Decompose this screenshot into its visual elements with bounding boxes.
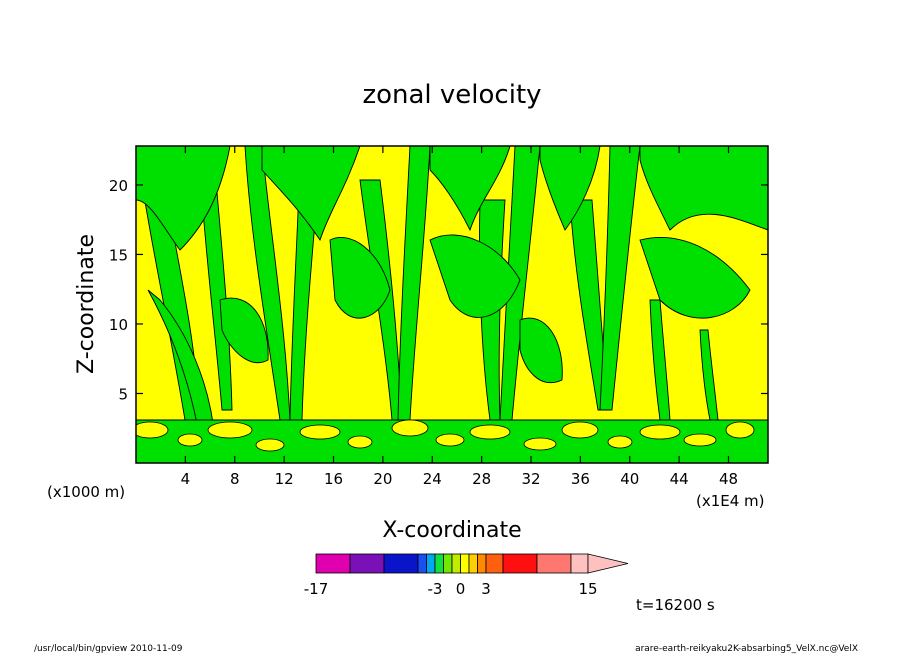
negative-velocity-region (519, 317, 563, 384)
negative-velocity-region (136, 146, 231, 251)
y-tick-label: 5 (118, 385, 128, 403)
y-axis: 5 10 15 20 (109, 177, 768, 403)
negative-velocity-region (199, 169, 233, 411)
x-axis: 4 8 12 16 20 24 28 32 36 40 44 48 (181, 146, 738, 488)
colorbar-label: 15 (578, 580, 597, 598)
negative-velocity-region (599, 146, 641, 411)
y-tick-label: 15 (109, 246, 128, 264)
positive-velocity-patch (683, 433, 717, 447)
x-tick-label: 36 (571, 470, 590, 488)
positive-velocity-patch (435, 433, 465, 447)
colorbar-segment (451, 553, 461, 574)
negative-velocity-region (639, 237, 751, 319)
x-tick-label: 44 (670, 470, 689, 488)
positive-velocity-patch (347, 435, 373, 449)
negative-velocity-region (261, 146, 361, 242)
colorbar-segment (485, 553, 504, 574)
positive-velocity-patch (177, 433, 203, 447)
positive-velocity-patch (299, 424, 341, 440)
colorbar-segment (434, 553, 444, 574)
plot-area (135, 145, 769, 464)
positive-velocity-patch (136, 421, 169, 439)
x-axis-label: X-coordinate (382, 518, 521, 543)
colorbar-segment (417, 553, 427, 574)
colorbar-segment (502, 553, 538, 574)
positive-velocity-patch (523, 437, 557, 451)
positive-velocity-patch (607, 435, 633, 449)
y-tick-label: 10 (109, 316, 128, 334)
colorbar-segment (536, 553, 572, 574)
x-tick-label: 16 (324, 470, 343, 488)
positive-velocity-patch (469, 424, 511, 440)
negative-velocity-region (639, 146, 768, 231)
chart-title: zonal velocity (362, 80, 541, 110)
colorbar-extension (587, 553, 629, 574)
positive-velocity-patch (255, 438, 285, 452)
colorbar-segment (460, 553, 470, 574)
y-axis-label: Z-coordinate (74, 234, 99, 374)
colorbar (315, 553, 629, 574)
colorbar-labels: -17 -3 0 3 15 (304, 580, 598, 598)
colorbar-segment (315, 553, 351, 574)
x-tick-label: 28 (472, 470, 491, 488)
colorbar-segment (443, 553, 453, 574)
x-unit-right: (x1E4 m) (696, 492, 765, 510)
footer-left: /usr/local/bin/gpview 2010-11-09 (34, 644, 183, 654)
colorbar-segment (349, 553, 385, 574)
colorbar-segment (383, 553, 419, 574)
positive-velocity-patch (207, 421, 253, 439)
velocity-field (136, 146, 768, 463)
x-tick-label: 4 (181, 470, 191, 488)
footer-right: arare-earth-reikyaku2K-absarbing5_VelX.n… (635, 644, 858, 654)
x-tick-label: 24 (423, 470, 442, 488)
x-tick-label: 12 (275, 470, 294, 488)
colorbar-segment (468, 553, 478, 574)
plot-frame (135, 145, 769, 464)
negative-velocity-region (429, 234, 521, 318)
positive-velocity-patch (725, 421, 755, 439)
positive-velocity-patch (639, 424, 681, 440)
colorbar-label: -17 (304, 580, 329, 598)
x-tick-label: 32 (521, 470, 540, 488)
x-tick-label: 48 (719, 470, 738, 488)
colorbar-label: -3 (428, 580, 443, 598)
colorbar-segment (477, 553, 487, 574)
negative-velocity-region (429, 146, 511, 232)
colorbar-segment (426, 553, 436, 574)
x-tick-label: 20 (373, 470, 392, 488)
colorbar-label: 0 (456, 580, 466, 598)
x-tick-label: 40 (620, 470, 639, 488)
x-unit-left: (x1000 m) (47, 483, 125, 501)
y-tick-label: 20 (109, 177, 128, 195)
negative-velocity-region (219, 297, 269, 364)
colorbar-segment (570, 553, 589, 574)
positive-velocity-patch (391, 419, 429, 437)
x-tick-label: 8 (230, 470, 240, 488)
negative-velocity-region (329, 237, 391, 319)
negative-velocity-region (539, 146, 601, 231)
colorbar-label: 3 (481, 580, 491, 598)
positive-velocity-patch (561, 421, 599, 439)
time-annotation: t=16200 s (636, 596, 715, 614)
